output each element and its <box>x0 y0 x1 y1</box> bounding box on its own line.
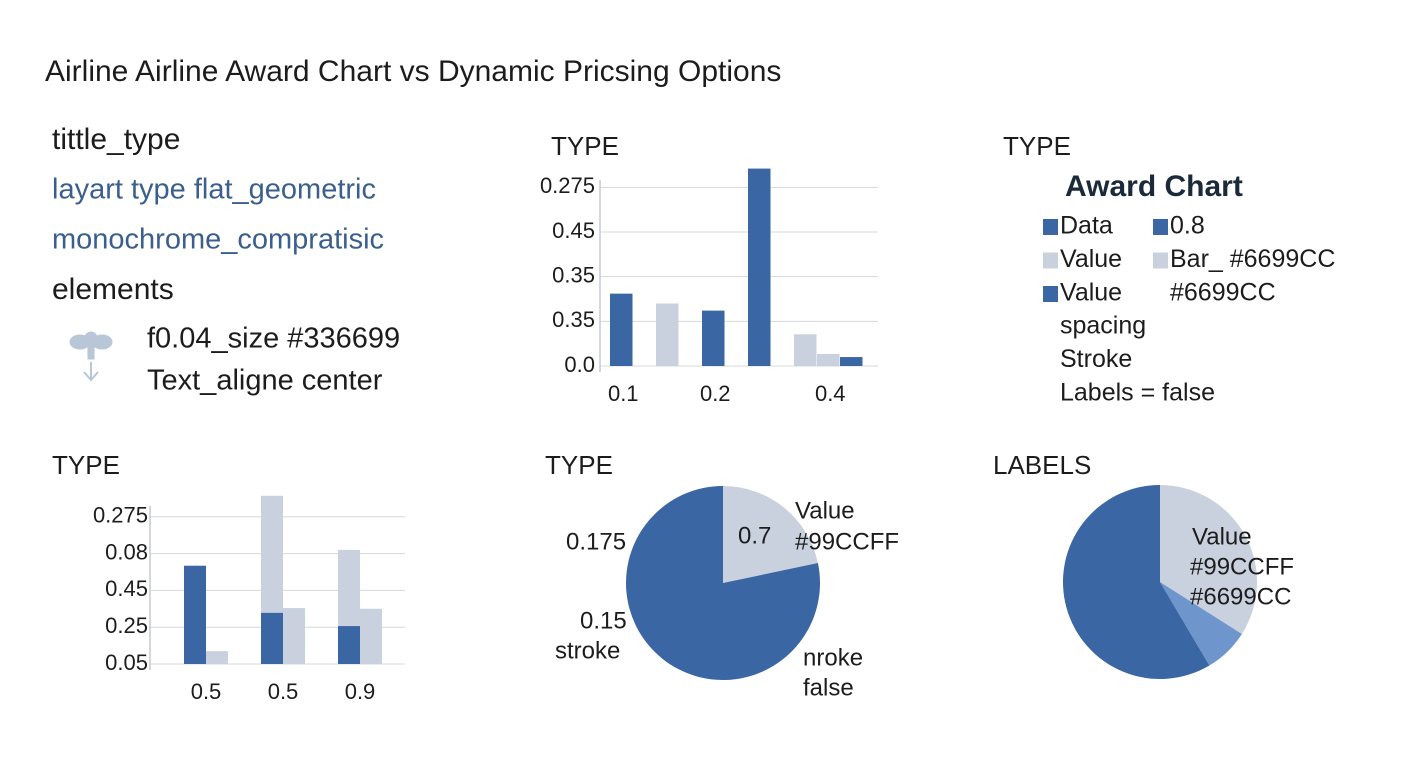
bar <box>360 608 382 664</box>
bar <box>748 168 771 366</box>
element-line: f0.04_size #336699 <box>147 323 400 355</box>
annotation: 0.15 <box>580 607 627 634</box>
bar <box>184 565 206 664</box>
pie-slice <box>626 486 820 680</box>
annotation: Value <box>795 497 855 524</box>
legend-item: Data <box>1060 212 1113 240</box>
bar <box>610 293 633 366</box>
annotation: 0.7 <box>738 522 771 549</box>
chart-title: TYPE <box>545 450 613 480</box>
bar <box>794 334 817 366</box>
legend-item: 0.8 <box>1170 212 1205 240</box>
chart-title: TYPE <box>551 131 619 161</box>
legend-swatch <box>1153 219 1168 235</box>
bar <box>817 353 840 366</box>
y-tick-label: 0.35 <box>552 262 595 287</box>
info-line: monochrome_compratisic <box>52 224 384 256</box>
legend-item: Bar_ #6699CC <box>1170 245 1335 273</box>
pie-slice <box>723 486 818 583</box>
y-tick-label: 0.08 <box>105 539 148 564</box>
legend-swatch <box>1043 219 1058 235</box>
annotation: 0.175 <box>566 528 626 555</box>
y-tick-label: 0.45 <box>552 218 595 243</box>
pie-slice <box>1063 485 1210 680</box>
element-icon <box>69 331 113 382</box>
pie-slice <box>1160 485 1257 634</box>
x-tick-label: 0.5 <box>268 679 299 704</box>
pie-slice <box>1160 582 1242 666</box>
legend-line: Stroke <box>1060 345 1132 373</box>
x-tick-label: 0.1 <box>608 381 639 406</box>
legend-line: Labels = false <box>1060 379 1215 407</box>
info-subheading: elements <box>52 273 174 306</box>
page-title: Airline Airline Award Chart vs Dynamic P… <box>45 55 781 88</box>
annotation: #99CCFF <box>795 528 899 555</box>
legend-swatch <box>1043 286 1058 302</box>
annotation: #6699CC <box>1190 583 1291 610</box>
annotation: Value <box>1192 523 1252 550</box>
annotation: #99CCFF <box>1190 553 1294 580</box>
annotation: stroke <box>555 637 620 664</box>
bar <box>656 303 679 366</box>
bar <box>206 651 228 664</box>
bar <box>840 357 863 366</box>
bar <box>283 608 305 664</box>
element-line: Text_aligne center <box>147 365 383 397</box>
info-line: layart type flat_geometric <box>52 174 376 206</box>
annotation: nroke <box>803 644 863 671</box>
legend-item: Value <box>1060 245 1122 273</box>
y-tick-label: 0.275 <box>93 503 148 528</box>
annotation: false <box>803 674 854 701</box>
info-heading: tittle_type <box>52 123 180 156</box>
legend-label: TYPE <box>1003 131 1071 161</box>
legend-swatch <box>1043 252 1058 269</box>
legend-title: Award Chart <box>1065 170 1243 203</box>
legend-item: #6699CC <box>1170 279 1276 307</box>
y-tick-label: 0.05 <box>105 650 148 675</box>
y-tick-label: 0.35 <box>552 307 595 332</box>
chart-title: LABELS <box>993 450 1091 480</box>
chart-title: TYPE <box>52 450 120 480</box>
x-tick-label: 0.4 <box>815 381 846 406</box>
y-tick-label: 0.45 <box>105 576 148 601</box>
y-tick-label: 0.0 <box>564 352 595 377</box>
legend-item: Value <box>1060 279 1122 307</box>
y-tick-label: 0.275 <box>540 173 595 198</box>
legend-swatch <box>1153 252 1168 269</box>
x-tick-label: 0.9 <box>345 679 376 704</box>
y-tick-label: 0.25 <box>105 613 148 638</box>
bar <box>261 612 283 664</box>
bar <box>702 310 725 366</box>
x-tick-label: 0.2 <box>700 381 731 406</box>
bar <box>338 626 360 664</box>
legend-line: spacing <box>1060 312 1146 340</box>
x-tick-label: 0.5 <box>191 679 222 704</box>
